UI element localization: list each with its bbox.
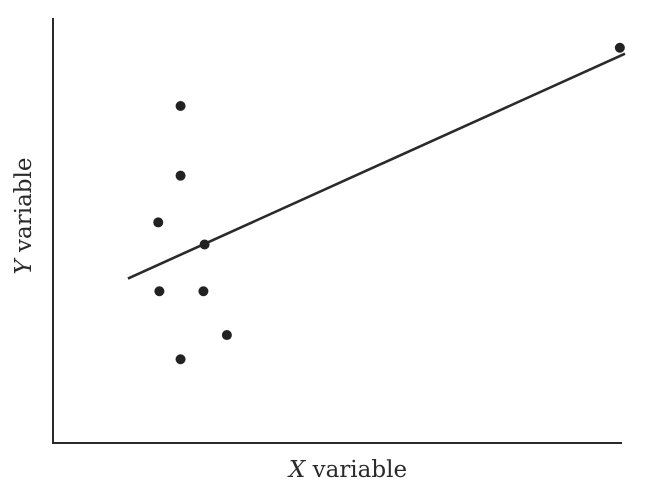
y-axis-title: Y variable: [11, 158, 37, 275]
fit-line: [127, 52, 626, 280]
data-point-3: [153, 217, 164, 228]
data-point-7: [221, 330, 232, 341]
data-point-5: [154, 286, 165, 297]
x-axis-title: X variable: [287, 457, 407, 483]
data-point-2: [175, 170, 186, 181]
data-point-8: [175, 354, 186, 365]
data-point-9: [614, 42, 625, 53]
data-point-6: [198, 286, 209, 297]
data-point-1: [175, 100, 186, 111]
plot-area: [127, 42, 626, 365]
data-point-4: [199, 239, 210, 250]
